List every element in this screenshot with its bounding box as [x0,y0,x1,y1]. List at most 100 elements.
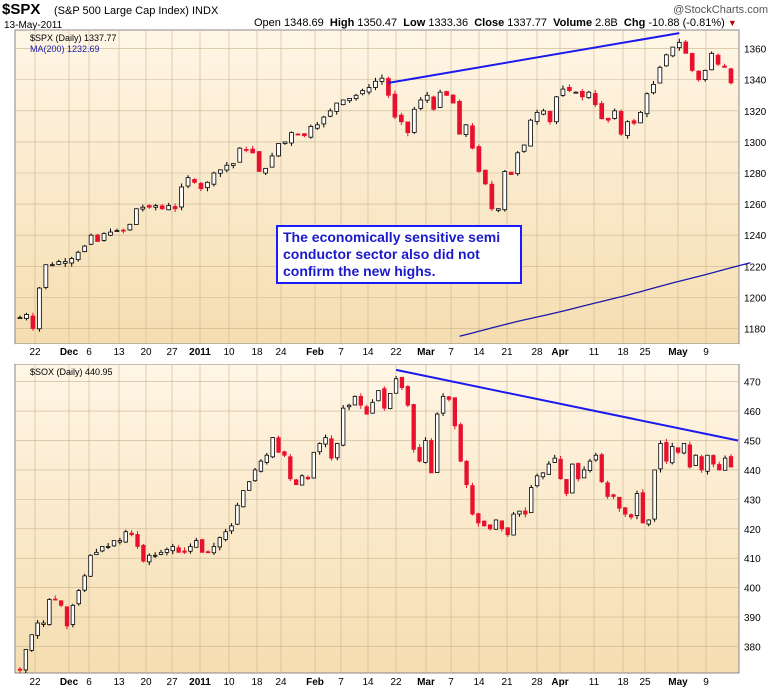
spx-candle-body [230,163,236,166]
spx-candle-body [534,111,540,122]
spx-candle-body [101,233,107,241]
spx-x-tick-label: 24 [275,347,287,358]
spx-candle-body [612,110,617,119]
open-label: Open [254,17,281,29]
sox-x-tick-label: Feb [306,677,324,688]
spx-candle-body [631,120,637,124]
sox-candle-body [158,551,164,555]
sox-candle-body [258,460,264,472]
spx-x-tick-label: 7 [338,347,344,358]
sox-candle-body [505,527,510,536]
spx-x-tick-label: 22 [390,347,402,358]
spx-candle-body [399,114,404,123]
chart-symbol: $SPX [2,1,41,18]
spx-candle-body [586,91,592,99]
sox-x-tick-label: May [668,677,688,688]
spx-candle-body [211,172,217,185]
spx-candle-body [269,155,275,168]
spx-candle-body [528,119,533,147]
sox-candle-body [117,540,123,543]
spx-candle-body [37,287,42,330]
sox-candle-body [264,454,269,463]
spx-x-tick-label: 22 [29,347,41,358]
sox-candle-body [617,496,622,509]
spx-x-tick-label: 18 [251,347,263,358]
sox-candle-body [458,424,463,462]
sox-x-tick-label: 13 [113,677,125,688]
sox-candle-body [364,406,369,415]
spx-candle-body [282,141,288,144]
spx-candle-body [463,124,469,135]
sox-x-tick-label: 14 [362,677,374,688]
sox-x-tick-label: 25 [639,677,651,688]
open-value: 1348.69 [283,17,324,29]
spx-candle-body [256,151,262,172]
sox-candle-body [493,519,499,530]
spx-candle-body [386,78,391,96]
sox-candle-body [499,520,504,530]
spx-x-tick-label: 14 [362,347,374,358]
stockcharts-credit: @StockCharts.com [673,4,768,16]
sox-x-tick-label: 22 [29,677,41,688]
sox-candle-body [305,476,311,480]
chart-date: 13-May-2011 [4,20,63,31]
sox-candle-body [323,437,328,445]
spx-candle-body [237,147,243,163]
sox-candle-body [623,507,628,515]
spx-candle-body [605,117,611,121]
spx-candle-body [709,52,714,71]
spx-x-tick-label: 9 [703,347,709,358]
sox-candle-body [440,395,446,414]
spx-candle-body [347,97,352,102]
spx-candle-body [334,102,340,112]
spx-candle-body [405,121,411,133]
sox-candle-body [699,456,704,471]
sox-x-tick-label: 20 [140,677,152,688]
sox-candle-body [329,438,334,459]
sox-candle-body [523,510,528,515]
sox-x-tick-label: 10 [223,677,235,688]
spx-x-tick-label: 13 [113,347,125,358]
sox-x-tick-label: 7 [448,677,454,688]
sox-x-tick-label: 11 [589,677,600,688]
spx-candle-body [314,124,320,129]
spx-y-tick-label: 1240 [744,231,767,242]
sox-candle-body [211,546,217,554]
sox-candle-body [82,575,87,591]
sox-candle-body [129,532,134,536]
sox-x-tick-label: 27 [166,677,178,688]
sox-candle-body [570,463,575,494]
spx-panel [14,29,740,345]
sox-candle-body [705,454,710,472]
sox-candle-body [53,598,58,601]
sox-candle-body [393,378,399,394]
sox-candle-body [646,519,651,525]
chart-annotation: The economically sensitive semi conducto… [276,225,522,284]
sox-candle-body [123,531,128,543]
spx-y-tick-label: 1280 [744,169,767,180]
sox-candle-body [388,393,393,409]
sox-candle-body [417,447,422,462]
sox-candle-body [335,443,340,459]
sox-candle-body [593,454,599,461]
spx-candle-body [437,91,443,108]
quote-bar: Open 1348.69 High 1350.47 Low 1333.36 Cl… [254,17,737,29]
spx-x-tick-label: Apr [551,347,568,358]
spx-candle-body [62,261,68,264]
spx-candle-body [579,90,585,98]
spx-candle-body [69,258,75,264]
sox-candle-body [693,454,698,466]
sox-candle-body [728,456,734,468]
down-arrow-icon: ▼ [727,18,737,28]
sox-candle-body [94,551,99,556]
chg-label: Chg [623,17,646,29]
spx-candle-body [198,183,204,189]
spx-candle-body [95,234,100,242]
sox-y-tick-label: 420 [744,525,761,536]
spx-x-tick-label: Mar [417,347,435,358]
sox-y-tick-label: 470 [744,378,761,389]
sox-x-tick-label: 18 [617,677,629,688]
sox-legend-entry: $SOX (Daily) 440.95 [30,367,113,377]
sox-candle-body [111,540,117,547]
spx-candle-body [108,231,113,236]
